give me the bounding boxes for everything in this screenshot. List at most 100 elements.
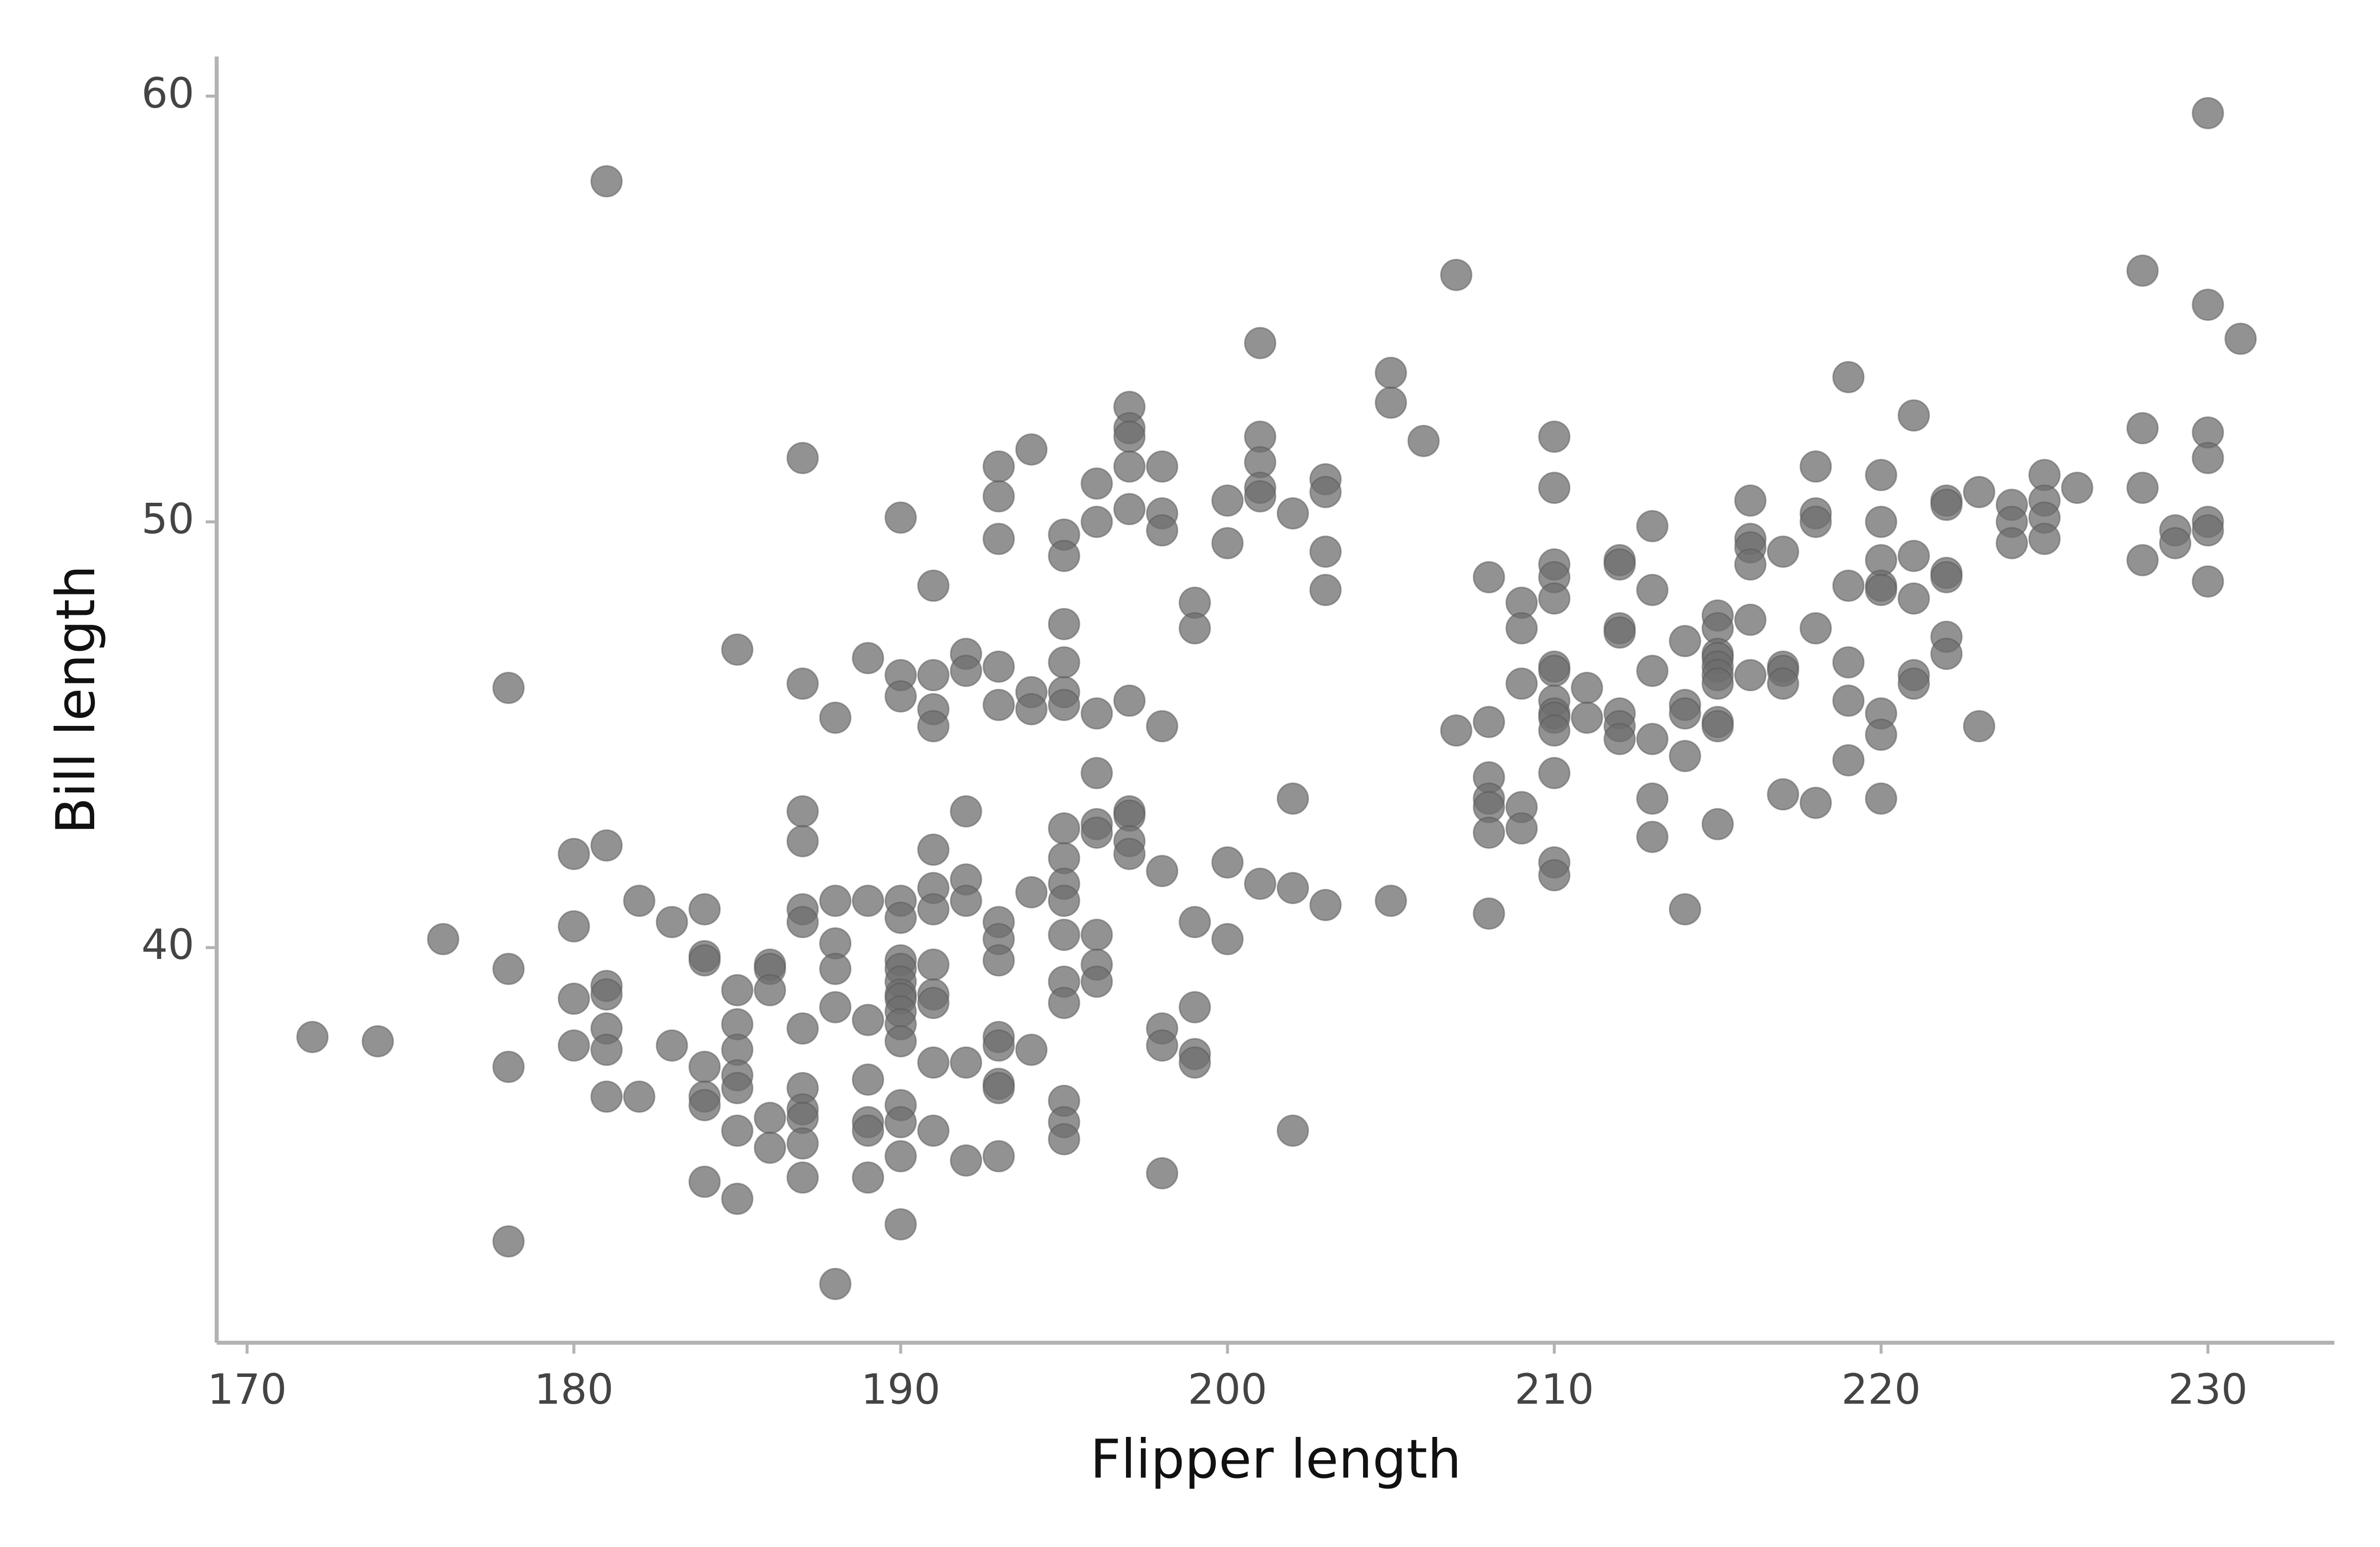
- point: [1799, 786, 1832, 819]
- point: [1930, 561, 1963, 594]
- point: [1636, 722, 1668, 755]
- point: [1898, 399, 1930, 432]
- point: [1374, 885, 1407, 917]
- point: [1571, 671, 1604, 704]
- point: [1767, 667, 1799, 700]
- point: [1244, 867, 1277, 900]
- point: [1015, 433, 1048, 466]
- point: [1963, 476, 1996, 508]
- point: [917, 893, 950, 926]
- point: [1538, 757, 1571, 789]
- point: [982, 689, 1015, 721]
- point: [1048, 689, 1080, 721]
- point: [786, 442, 819, 475]
- point: [492, 1225, 525, 1258]
- point: [885, 501, 917, 534]
- point: [1048, 885, 1080, 917]
- point: [1668, 697, 1701, 730]
- point: [1080, 816, 1113, 849]
- point: [754, 974, 786, 1007]
- y-axis-title: Bill length: [45, 565, 107, 834]
- point: [557, 837, 590, 870]
- point: [786, 1161, 819, 1194]
- point: [1146, 855, 1179, 888]
- point: [1113, 450, 1146, 483]
- point: [1146, 514, 1179, 547]
- point: [1799, 450, 1832, 483]
- point: [1668, 893, 1701, 926]
- point: [1113, 420, 1146, 453]
- point: [1309, 476, 1342, 508]
- point: [819, 1268, 852, 1301]
- point: [1701, 667, 1734, 700]
- point: [852, 1114, 885, 1147]
- point: [1636, 782, 1668, 815]
- point: [492, 952, 525, 985]
- point: [885, 901, 917, 934]
- point: [590, 165, 623, 198]
- point: [917, 833, 950, 866]
- point: [819, 952, 852, 985]
- point: [1309, 574, 1342, 606]
- point: [982, 450, 1015, 483]
- point: [1898, 582, 1930, 615]
- point: [1505, 612, 1538, 645]
- point: [1963, 710, 1996, 743]
- point: [1571, 701, 1604, 734]
- point: [950, 654, 982, 687]
- point: [492, 671, 525, 704]
- point: [1244, 480, 1277, 513]
- point: [427, 923, 460, 955]
- point: [1080, 757, 1113, 789]
- point: [623, 885, 655, 917]
- point: [590, 1080, 623, 1113]
- point: [819, 991, 852, 1023]
- point: [982, 480, 1015, 513]
- point: [1211, 923, 1244, 955]
- point: [492, 1051, 525, 1083]
- point: [1734, 603, 1767, 636]
- point: [1179, 906, 1211, 939]
- point: [2192, 97, 2224, 129]
- point: [950, 885, 982, 917]
- point: [1276, 782, 1309, 815]
- point: [590, 978, 623, 1011]
- y-tick-label: 40: [141, 920, 194, 969]
- point: [1113, 684, 1146, 717]
- point: [1636, 821, 1668, 853]
- point: [1015, 876, 1048, 909]
- x-tick-label: 180: [534, 1365, 613, 1414]
- point: [1898, 667, 1930, 700]
- point: [1179, 612, 1211, 645]
- point: [950, 1046, 982, 1079]
- point: [1538, 859, 1571, 892]
- point: [590, 829, 623, 862]
- point: [721, 633, 754, 666]
- y-tick-label: 50: [141, 494, 194, 543]
- point: [688, 944, 721, 977]
- point: [754, 1131, 786, 1164]
- point: [885, 680, 917, 713]
- point: [1473, 706, 1505, 738]
- x-tick-label: 220: [1842, 1365, 1921, 1414]
- point: [1865, 459, 1898, 491]
- y-tick-label: 60: [141, 69, 194, 118]
- point: [1211, 527, 1244, 559]
- point: [754, 1102, 786, 1134]
- point: [721, 1072, 754, 1105]
- point: [1080, 918, 1113, 951]
- point: [1538, 654, 1571, 687]
- point: [2192, 289, 2224, 321]
- point: [885, 1208, 917, 1241]
- point: [1604, 616, 1636, 649]
- point: [1832, 646, 1865, 679]
- point: [1701, 808, 1734, 840]
- point: [852, 642, 885, 674]
- point: [1440, 714, 1473, 747]
- point: [1407, 424, 1440, 457]
- x-axis-title: Flipper length: [1090, 1428, 1462, 1490]
- point: [1636, 510, 1668, 542]
- point: [1374, 386, 1407, 419]
- point: [361, 1025, 394, 1058]
